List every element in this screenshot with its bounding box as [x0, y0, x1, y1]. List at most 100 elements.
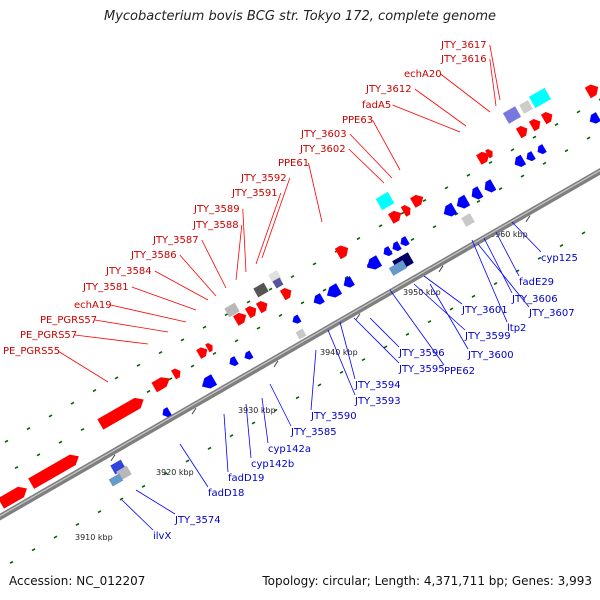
reverse-gene-label: JTY_3585 [290, 427, 337, 438]
gc-dot [9, 560, 14, 564]
topology-summary: Topology: circular; Length: 4,371,711 bp… [262, 574, 592, 588]
gc-dot [70, 401, 75, 405]
tick-label: 3910 kbp [75, 533, 113, 542]
leader-line [261, 397, 269, 444]
gc-dot [471, 294, 476, 298]
gc-dot [564, 149, 569, 153]
gc-dot [36, 453, 41, 457]
reverse-gene-label: JTY_3600 [467, 350, 514, 361]
reverse-gene-label: cyp142b [251, 459, 294, 470]
leader-line [154, 270, 209, 301]
gc-dot [510, 148, 515, 152]
leader-line [261, 177, 291, 259]
reverse-gene-arrow [162, 407, 172, 418]
forward-gene-arrow [244, 305, 257, 319]
reverse-gene-arrow [443, 202, 458, 217]
forward-gene-label: fadA5 [362, 100, 391, 111]
leader-line [121, 499, 154, 531]
reverse-gene-label: cyp125 [541, 253, 578, 264]
reverse-gene-arrow [343, 276, 355, 288]
reverse-gene-arrow [326, 283, 343, 298]
reverse-gene-arrow [229, 356, 239, 367]
gc-dot [163, 472, 168, 476]
gc-dot [356, 236, 361, 241]
forward-gene-label: JTY_3592 [240, 173, 287, 184]
reverse-gene-label: PPE62 [444, 366, 475, 377]
other-feature [295, 328, 307, 340]
gc-dot [476, 199, 481, 203]
forward-gene-arrow [196, 347, 208, 359]
forward-gene-arrow [400, 205, 411, 217]
reverse-gene-arrow [244, 350, 254, 360]
gc-dot [405, 332, 410, 336]
gc-dot [488, 160, 493, 165]
gc-dot [290, 274, 295, 279]
gc-dot [212, 351, 217, 356]
forward-gene-arrow [485, 148, 493, 159]
gc-dot [427, 320, 432, 324]
gc-dot [493, 282, 498, 286]
forward-gene-label: JTY_3586 [130, 250, 177, 261]
reverse-gene-arrow [537, 144, 547, 155]
leader-line [483, 237, 513, 294]
reverse-gene-label: JTY_3607 [528, 308, 575, 319]
gc-dot [278, 313, 283, 317]
gc-dot [317, 383, 322, 387]
tick-label: 3940 kbp [320, 348, 358, 357]
gc-dot [136, 363, 141, 367]
forward-gene-label: JTY_3581 [82, 282, 129, 293]
gc-dot [581, 231, 586, 235]
forward-gene-arrow [388, 210, 402, 224]
gc-dot [400, 211, 405, 215]
forward-gene-arrow [255, 300, 268, 314]
reverse-gene-arrow [589, 112, 600, 124]
leader-line [135, 489, 176, 515]
gc-dot [14, 465, 19, 470]
forward-gene-arrow [28, 454, 79, 489]
leader-line [242, 208, 247, 273]
gc-dot [432, 225, 437, 229]
other-feature [519, 100, 533, 114]
reverse-gene-label: JTY_3595 [398, 364, 445, 375]
gc-dot [256, 326, 261, 330]
gene-labels: JTY_3617 JTY_3616 echA20 JTY_3612 fadA5 PPE63… [3, 40, 578, 542]
leader-line [471, 239, 508, 323]
leader-line [392, 104, 461, 133]
other-feature [502, 106, 522, 124]
tick-label: 3950 kbp [403, 288, 441, 297]
forward-gene-label: JTY_3588 [192, 220, 239, 231]
leader-line [269, 383, 292, 427]
gc-dot [97, 510, 102, 514]
reverse-gene-arrow [514, 154, 527, 168]
reverse-gene-arrow [456, 194, 471, 209]
forward-gene-arrow [528, 118, 541, 132]
reverse-gene-arrow [201, 374, 218, 389]
other-feature [253, 282, 269, 298]
leader-line [74, 334, 149, 345]
gc-dot [185, 459, 190, 463]
gc-dot [58, 440, 63, 444]
leader-line [353, 317, 400, 364]
leader-line [223, 413, 229, 473]
leader-line [489, 44, 501, 101]
tick-mark [355, 313, 361, 320]
gc-dot [383, 345, 388, 349]
backbone-line [0, 167, 600, 521]
leader-line [245, 403, 252, 459]
forward-gene-label: PE_PGRS57 [40, 315, 97, 326]
gc-dot [234, 339, 239, 343]
gc-dot [344, 275, 349, 279]
other-feature [272, 277, 284, 289]
forward-gene-arrow [233, 312, 247, 326]
gc-dot [498, 187, 503, 191]
gc-dot [4, 439, 9, 443]
reverse-gene-label: fadE29 [519, 277, 554, 288]
gc-dot [554, 122, 559, 127]
leader-line [429, 283, 469, 350]
reverse-gene-label: ltp2 [507, 323, 526, 334]
forward-gene-arrow [584, 84, 599, 99]
reverse-gene-label: fadD19 [228, 473, 264, 484]
other-feature [110, 459, 126, 475]
tick-mark [191, 407, 197, 415]
leader-line [372, 119, 401, 171]
